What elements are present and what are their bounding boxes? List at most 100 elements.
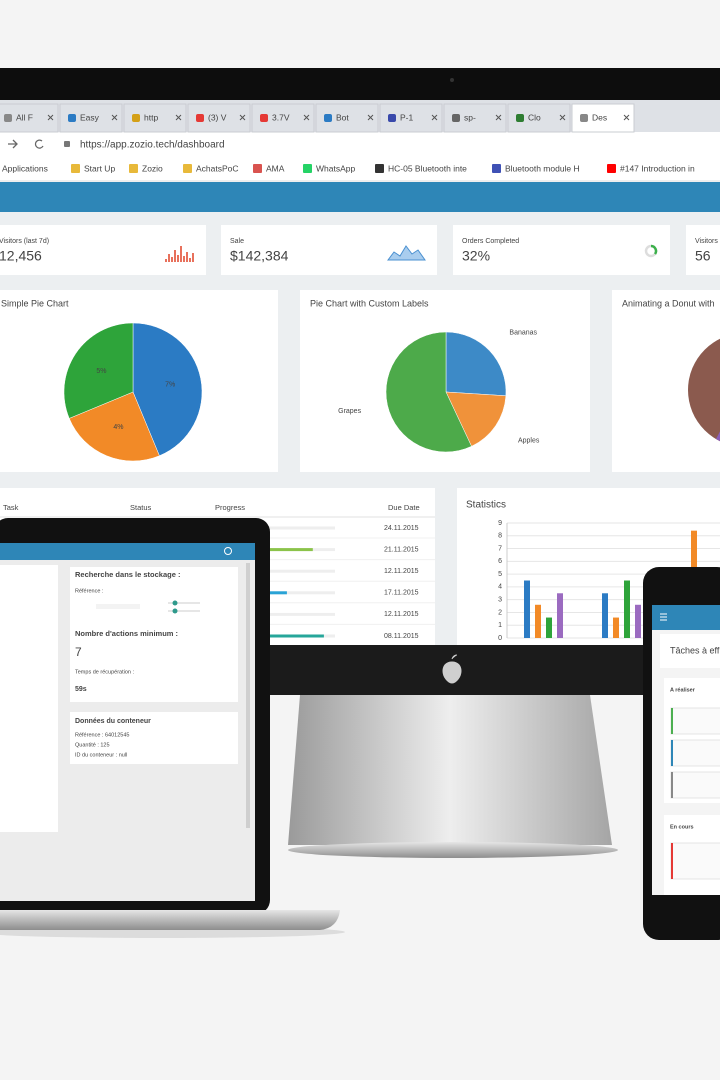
stat-cards: Visitors (last 7d) 12,456 Sale $142,384 Orde… (0, 225, 720, 275)
y-tick-label: 1 (498, 622, 502, 629)
favicon (580, 114, 588, 122)
task[interactable] (670, 771, 720, 799)
y-tick-label: 2 (498, 609, 502, 616)
page-title: Tâches à eff (670, 645, 720, 655)
tab-title[interactable]: P-1 (400, 112, 414, 122)
bookmark-icon (492, 164, 501, 173)
forward-icon[interactable] (8, 139, 18, 149)
favicon (516, 114, 524, 122)
tab-close[interactable] (559, 114, 566, 121)
sparkline-decor (174, 250, 176, 262)
bookmark[interactable]: AchatsPoC (196, 163, 239, 173)
lock-icon (64, 141, 70, 147)
favicon (452, 114, 460, 122)
sparkline-decor (168, 254, 170, 262)
tab-close[interactable] (303, 114, 310, 121)
table-header: Task (3, 503, 19, 512)
tab-close[interactable] (47, 114, 54, 121)
reload-icon[interactable] (34, 139, 44, 149)
stat-label: Visitors (695, 238, 718, 245)
favicon (196, 114, 204, 122)
chart-title: Animating a Donut with (622, 298, 715, 308)
field-line: Quantité : 125 (75, 742, 110, 748)
monitor-stand (288, 695, 612, 845)
tab-title[interactable]: (3) V (208, 112, 227, 122)
tab-title[interactable]: sp- (464, 112, 476, 122)
slider-knob[interactable] (172, 600, 178, 606)
slice-label: Bananas (509, 329, 537, 336)
stat-card (686, 225, 720, 275)
power-icon[interactable] (224, 547, 232, 555)
card-title: Nombre d'actions minimum : (75, 629, 178, 638)
tab-close[interactable] (367, 114, 374, 121)
tab-close[interactable] (239, 114, 246, 121)
y-tick-label: 6 (498, 558, 502, 565)
due-date: 08.11.2015 (384, 633, 419, 640)
donut-decor (688, 338, 720, 442)
field-label: Référence : (75, 588, 104, 594)
url[interactable]: https://app.zozio.tech/dashboard (80, 140, 225, 151)
favicon (68, 114, 76, 122)
bookmark-icon (253, 164, 262, 173)
favicon (260, 114, 268, 122)
phone-screen: Tâches à eff A réaliser En cours (652, 605, 720, 895)
menu-icon[interactable] (660, 613, 667, 621)
tab-title[interactable]: Easy (80, 112, 100, 122)
sparkline-decor (165, 259, 167, 262)
tab-close[interactable] (175, 114, 182, 121)
bookmark[interactable]: Bluetooth module H (505, 163, 580, 173)
bookmark[interactable]: Zozio (142, 163, 163, 173)
tab-title[interactable]: 3.7V (272, 112, 290, 122)
bookmark-icon (375, 164, 384, 173)
sparkline-decor (189, 258, 191, 262)
task-status (671, 772, 673, 798)
table-header: Due Date (388, 503, 420, 512)
tab-title[interactable]: All F (16, 112, 33, 122)
side-panel (0, 565, 58, 832)
tab-close[interactable] (623, 114, 630, 121)
tab-title[interactable]: Bot (336, 112, 349, 122)
sparkline-decor (186, 252, 188, 262)
section-title: En cours (670, 824, 694, 830)
slice-label: 5% (96, 368, 106, 375)
tab-title[interactable]: Clo (528, 112, 541, 122)
task[interactable] (670, 739, 720, 767)
tab-title[interactable]: Des (592, 112, 607, 122)
tab-title[interactable]: http (144, 112, 158, 122)
bookmark[interactable]: Applications (2, 163, 48, 173)
slider-knob[interactable] (172, 608, 178, 614)
chart-title: Simple Pie Chart (1, 298, 69, 308)
sparkline-decor (177, 255, 179, 262)
stat-card (453, 225, 670, 275)
task-status (671, 843, 673, 879)
task[interactable] (670, 707, 720, 735)
y-tick-label: 9 (498, 520, 502, 527)
favicon (388, 114, 396, 122)
pie-slice (385, 331, 472, 453)
donut-decor (716, 431, 720, 442)
task-status (671, 708, 673, 734)
task[interactable] (670, 842, 720, 880)
bookmark[interactable]: WhatsApp (316, 163, 355, 173)
bookmark[interactable]: Start Up (84, 163, 115, 173)
select[interactable] (96, 604, 140, 609)
bookmark[interactable]: AMA (266, 163, 285, 173)
app-header (0, 543, 255, 560)
bar (613, 617, 619, 638)
tab-close[interactable] (111, 114, 118, 121)
slice-label: 7% (165, 381, 175, 388)
favicon (132, 114, 140, 122)
bookmark[interactable]: #147 Introduction in (620, 163, 695, 173)
chart-title: Statistics (466, 500, 506, 511)
stat-value: 32% (462, 248, 490, 264)
scrollbar[interactable] (246, 563, 250, 828)
sparkline-decor (192, 253, 194, 262)
favicon (324, 114, 332, 122)
bar (624, 580, 630, 638)
tab-close[interactable] (431, 114, 438, 121)
y-tick-label: 0 (498, 635, 502, 642)
y-tick-label: 4 (498, 584, 502, 591)
bookmark[interactable]: HC-05 Bluetooth inte (388, 163, 467, 173)
tab-close[interactable] (495, 114, 502, 121)
